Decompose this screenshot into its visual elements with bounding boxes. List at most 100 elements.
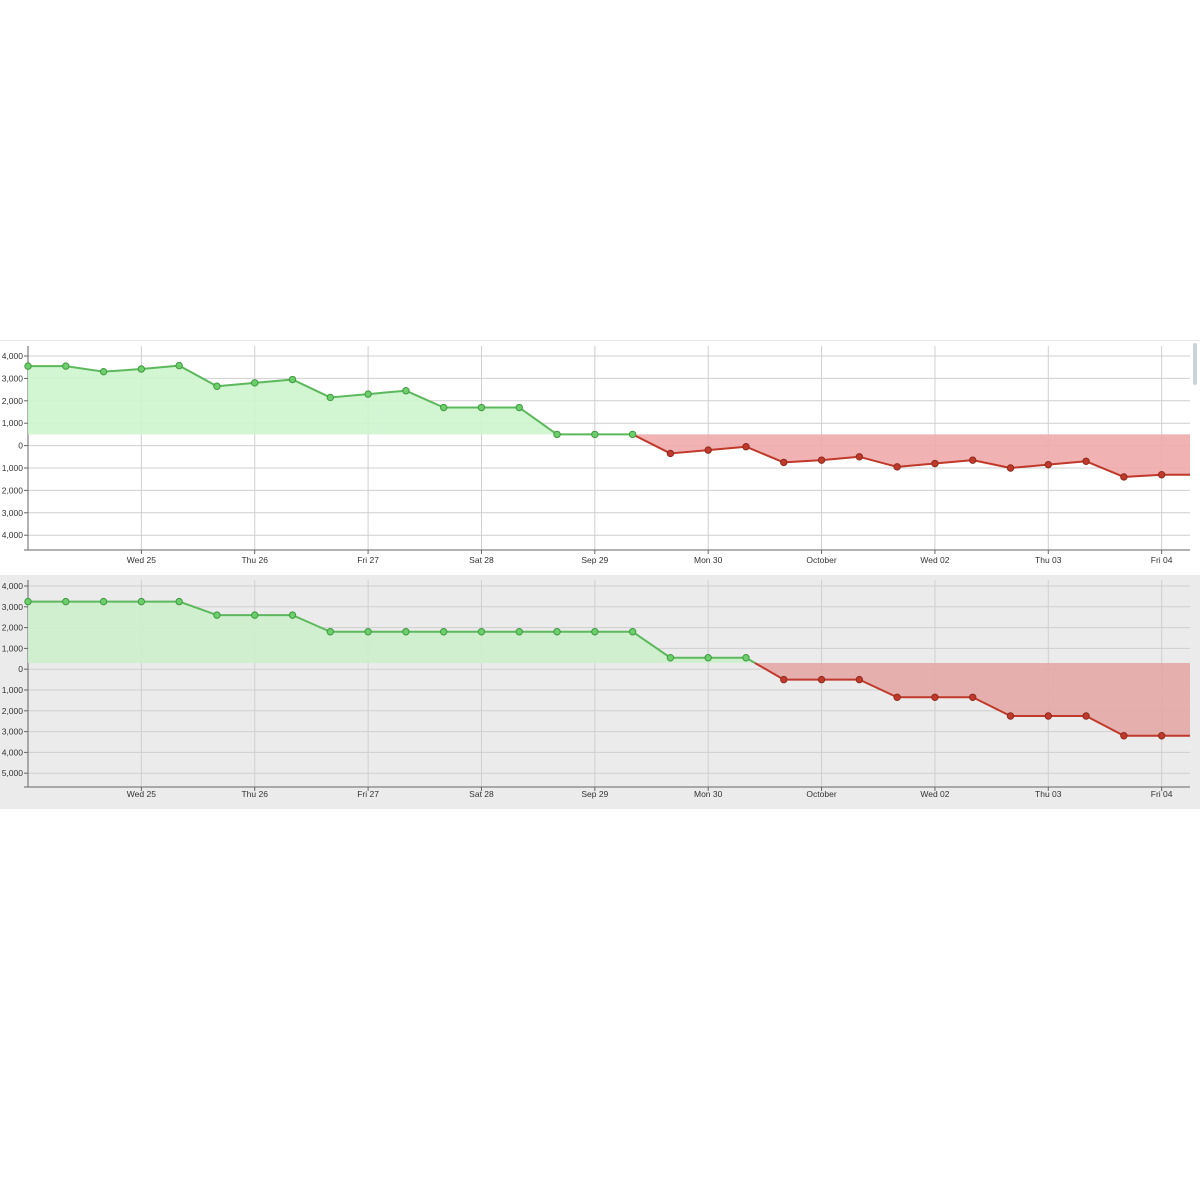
negative-line-segment (897, 462, 936, 468)
x-tick-label: Fri 27 (357, 555, 379, 565)
negative-line-segment (972, 696, 1011, 717)
data-point (817, 456, 826, 464)
negative-line-segment (754, 662, 785, 681)
y-tick-label: 4,000 (2, 351, 24, 361)
data-point (742, 654, 750, 662)
negative-line-segment (972, 459, 1011, 469)
data-point (439, 403, 448, 412)
x-tick-label: Sat 28 (469, 555, 494, 565)
data-point (1157, 732, 1166, 740)
data-point (326, 393, 335, 402)
positive-line-segment (632, 630, 671, 659)
negative-line-segment (1085, 460, 1125, 478)
data-point (591, 628, 599, 636)
positive-line-segment (368, 389, 406, 396)
positive-line-segment (103, 367, 142, 373)
data-point (402, 628, 410, 636)
y-tick-label: 3,000 (2, 508, 24, 518)
data-point (24, 597, 32, 606)
data-point (364, 390, 372, 398)
data-point (553, 430, 561, 439)
data-point (288, 611, 297, 619)
x-tick-label: Mon 30 (694, 555, 723, 565)
negative-line-segment (1048, 460, 1087, 466)
positive-line-segment (178, 364, 218, 388)
y-tick-label: 2,000 (2, 485, 24, 495)
negative-line-segment (858, 678, 898, 699)
data-point (515, 628, 523, 636)
negative-line-segment (934, 459, 973, 465)
y-tick-label: 4,000 (2, 530, 24, 540)
data-point (99, 597, 108, 606)
x-tick-label: Thu 26 (241, 789, 268, 799)
data-point (402, 387, 410, 395)
data-point (553, 628, 561, 636)
data-point (175, 361, 183, 370)
chart-bottom-svg: 4,000 3,000 2,000 1,000 0 1,000 2,000 3,000 4,00… (0, 575, 1200, 809)
data-point (62, 597, 70, 606)
x-tick-label: Mon 30 (694, 789, 723, 799)
data-point (175, 597, 183, 606)
chart-bottom: 4,000 3,000 2,000 1,000 0 1,000 2,000 3,000 4,00… (0, 575, 1200, 810)
data-point (251, 379, 259, 387)
data-point (742, 443, 750, 451)
y-tick-label: 2,000 (2, 623, 24, 633)
x-tick-label: Fri 04 (1151, 789, 1173, 799)
data-point (477, 403, 486, 412)
data-point (591, 430, 599, 439)
data-point (893, 463, 901, 471)
data-point (326, 628, 335, 636)
negative-line-segment (1123, 473, 1162, 478)
positive-line-segment (65, 365, 104, 373)
data-point (213, 382, 221, 390)
data-point (780, 675, 788, 684)
y-tick-label: 2,000 (2, 706, 24, 716)
y-tick-label: 3,000 (2, 727, 24, 737)
x-tick-label: Sat 28 (469, 789, 494, 799)
data-point (364, 628, 372, 636)
y-tick-label: 1,000 (2, 463, 24, 473)
data-point (439, 628, 448, 636)
x-tick-label: Thu 03 (1035, 789, 1062, 799)
scrollbar-thumb[interactable] (1193, 343, 1197, 385)
y-tick-label: 5,000 (2, 768, 24, 778)
data-point (1006, 464, 1015, 472)
positive-line-segment (141, 364, 180, 370)
data-point (666, 449, 675, 458)
x-tick-label: Fri 04 (1151, 555, 1173, 565)
negative-line-segment (1010, 463, 1049, 469)
data-point (137, 365, 146, 373)
positive-line-segment (292, 378, 331, 399)
positive-line-segment (178, 600, 218, 617)
data-point (855, 453, 864, 461)
data-point (1157, 471, 1166, 479)
positive-line-segment (330, 393, 369, 399)
y-tick-label: 1,000 (2, 418, 24, 428)
data-point (24, 362, 32, 370)
x-tick-label: Thu 26 (241, 555, 268, 565)
data-point (1120, 473, 1128, 481)
x-tick-label: Sep 29 (581, 789, 608, 799)
data-point (931, 459, 939, 468)
negative-line-segment (632, 433, 671, 455)
data-point (931, 693, 939, 701)
y-tick-label: 0 (18, 441, 23, 451)
chart-top-svg: 4,000 3,000 2,000 1,000 0 1,000 2,000 3,000 4,00… (0, 340, 1200, 575)
data-point (251, 611, 259, 619)
data-point (969, 693, 977, 701)
y-tick-label: 3,000 (2, 602, 24, 612)
data-point (288, 375, 297, 384)
x-tick-label: Wed 25 (127, 789, 156, 799)
x-tick-label: Thu 03 (1035, 555, 1062, 565)
data-point (628, 430, 637, 439)
data-point (477, 628, 486, 636)
y-tick-label: 0 (18, 664, 23, 674)
data-point (969, 456, 977, 464)
y-tick-label: 1,000 (2, 685, 24, 695)
data-point (817, 675, 826, 684)
negative-line-segment (708, 445, 747, 452)
y-tick-label: 1,000 (2, 643, 24, 653)
data-point (515, 403, 523, 412)
data-point (1082, 712, 1090, 720)
y-tick-label: 2,000 (2, 396, 24, 406)
